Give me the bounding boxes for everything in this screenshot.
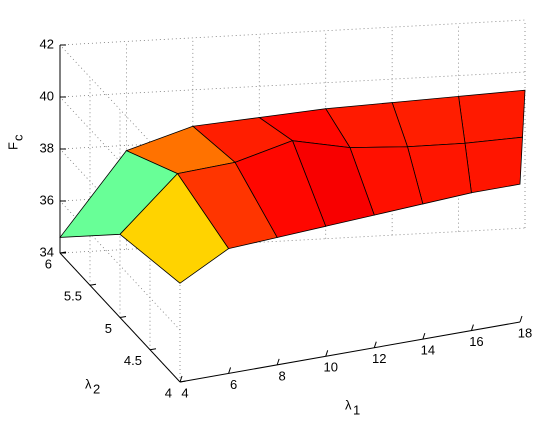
y-tick-label: 5.5 (64, 289, 82, 304)
x-tick-label: 4 (181, 385, 188, 400)
x-tick (325, 350, 329, 357)
y-tick (149, 348, 157, 351)
x-tick (276, 358, 280, 366)
y-tick (179, 380, 187, 383)
x-tick-label: 8 (279, 368, 286, 383)
x-tick (228, 367, 232, 374)
x-axis (179, 321, 521, 383)
z-tick-label: 42 (40, 36, 54, 51)
z-tick-label: 40 (40, 88, 54, 103)
y-tick (89, 283, 97, 286)
z-axis-label-sub: c (10, 134, 25, 141)
grid-line (59, 227, 526, 254)
grid-line (59, 200, 181, 331)
x-tick (179, 375, 183, 383)
surface-face (119, 172, 230, 284)
x-tick (422, 332, 426, 340)
x-tick-label: 16 (469, 334, 483, 349)
y-axis-label: λ (85, 376, 92, 391)
y-axis-label-sub: 2 (93, 381, 100, 396)
surface-face (458, 89, 526, 144)
x-tick (519, 315, 523, 323)
grid-line (59, 44, 181, 175)
surface-face (464, 136, 523, 194)
y-tick-label: 5 (105, 321, 112, 336)
x-axis-label: λ (345, 397, 352, 412)
x-tick-label: 14 (421, 343, 435, 358)
y-tick (119, 316, 127, 318)
x-tick-label: 6 (230, 377, 237, 392)
x-tick-label: 18 (518, 325, 532, 340)
x-axis-label-sub: 1 (353, 402, 360, 417)
z-axis-label: F (5, 142, 20, 150)
z-tick-label: 34 (40, 244, 54, 259)
z-tick-label: 36 (40, 192, 54, 207)
y-tick-label: 4.5 (124, 353, 142, 368)
y-tick-label: 4 (165, 385, 172, 400)
x-tick (470, 324, 474, 331)
x-tick-label: 12 (372, 351, 386, 366)
z-axis-label-group: Fc (5, 134, 25, 150)
y-tick-label: 6 (45, 256, 52, 271)
z-tick-label: 38 (40, 140, 54, 155)
x-tick (373, 341, 377, 348)
grid-line (59, 71, 526, 98)
x-tick-label: 10 (323, 360, 337, 375)
grid-line (59, 19, 526, 46)
